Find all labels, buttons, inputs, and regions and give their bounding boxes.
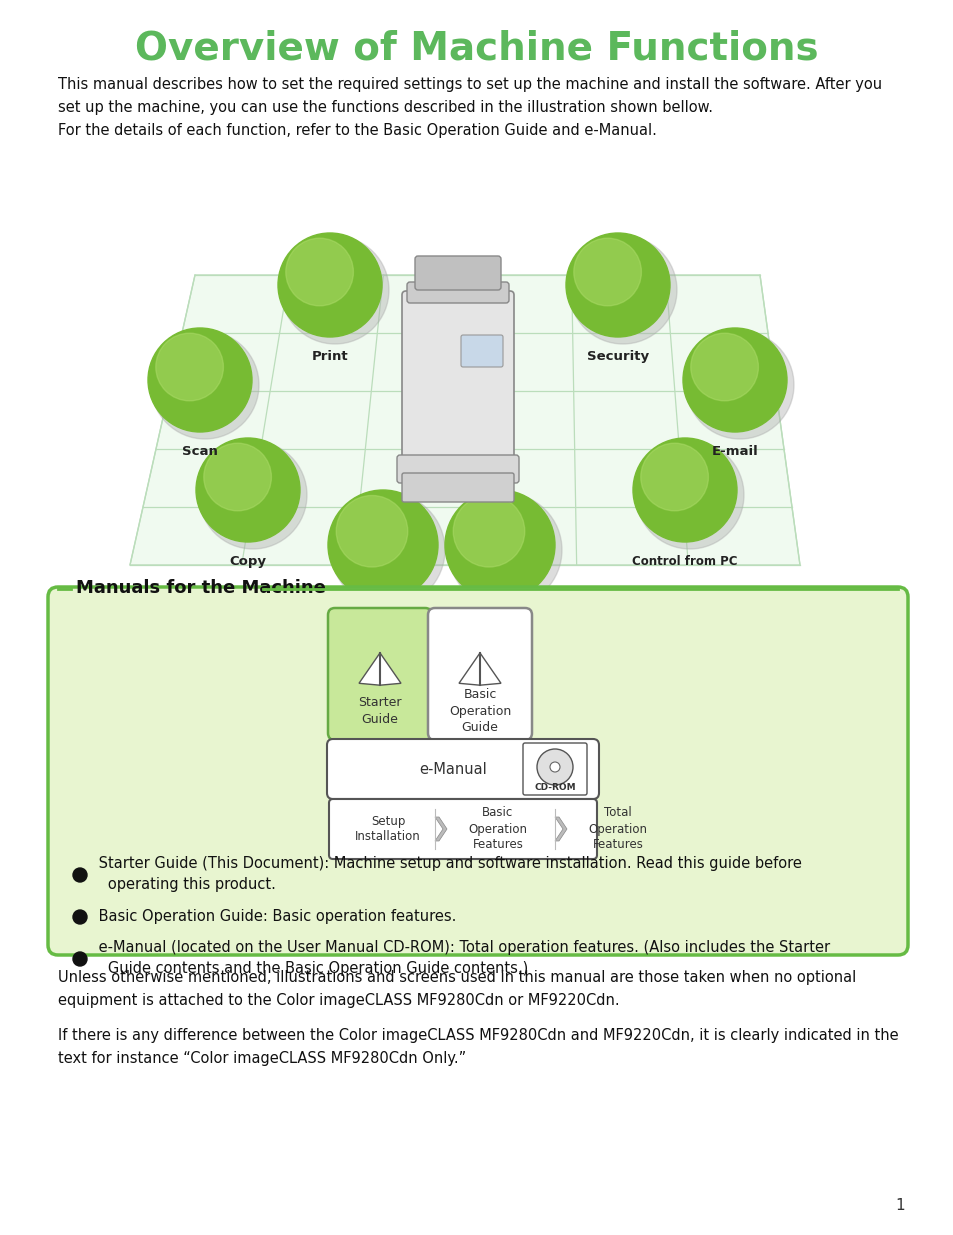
Text: Basic
Operation
Guide: Basic Operation Guide: [449, 688, 511, 734]
Circle shape: [204, 443, 271, 511]
Circle shape: [636, 441, 743, 550]
FancyBboxPatch shape: [329, 799, 597, 860]
Text: Control from PC: Control from PC: [632, 555, 737, 568]
Circle shape: [331, 493, 444, 606]
Circle shape: [453, 495, 524, 567]
FancyBboxPatch shape: [407, 282, 509, 303]
Text: Print: Print: [312, 350, 348, 363]
Circle shape: [277, 233, 381, 337]
Text: CD-ROM: CD-ROM: [534, 783, 576, 792]
Circle shape: [633, 438, 737, 542]
Text: E-mail: E-mail: [711, 445, 758, 458]
Text: Manuals for the Machine: Manuals for the Machine: [76, 579, 326, 597]
FancyBboxPatch shape: [401, 473, 514, 501]
FancyBboxPatch shape: [328, 608, 432, 740]
Circle shape: [155, 333, 223, 401]
Circle shape: [151, 331, 258, 438]
Circle shape: [448, 493, 561, 606]
Text: Unless otherwise mentioned, illustrations and screens used in this manual are th: Unless otherwise mentioned, illustration…: [58, 969, 856, 1008]
FancyBboxPatch shape: [522, 743, 586, 795]
Text: Security: Security: [586, 350, 648, 363]
Text: Copy: Copy: [230, 555, 266, 568]
FancyBboxPatch shape: [460, 335, 502, 367]
Polygon shape: [358, 653, 379, 685]
Circle shape: [444, 490, 555, 600]
Circle shape: [682, 329, 786, 432]
Text: Starter
Guide: Starter Guide: [358, 697, 401, 726]
Polygon shape: [458, 653, 479, 685]
FancyBboxPatch shape: [428, 608, 532, 740]
FancyBboxPatch shape: [327, 739, 598, 799]
FancyBboxPatch shape: [396, 454, 518, 483]
Text: Network: Network: [468, 613, 531, 626]
Circle shape: [640, 443, 708, 511]
Circle shape: [690, 333, 758, 401]
Text: Total
Operation
Features: Total Operation Features: [588, 806, 647, 851]
Circle shape: [199, 441, 307, 550]
Circle shape: [550, 762, 559, 772]
Circle shape: [568, 236, 677, 345]
Circle shape: [573, 238, 640, 306]
Text: Fax*: Fax*: [366, 613, 399, 626]
Circle shape: [286, 238, 353, 306]
FancyBboxPatch shape: [401, 291, 514, 469]
Circle shape: [537, 748, 573, 785]
Circle shape: [335, 495, 407, 567]
FancyBboxPatch shape: [48, 587, 907, 955]
Circle shape: [73, 868, 87, 882]
FancyBboxPatch shape: [415, 256, 500, 290]
Circle shape: [73, 910, 87, 924]
Circle shape: [685, 331, 793, 438]
Text: Basic Operation Guide: Basic operation features.: Basic Operation Guide: Basic operation f…: [94, 909, 456, 924]
Circle shape: [328, 490, 437, 600]
Polygon shape: [555, 818, 566, 841]
Text: Basic
Operation
Features: Basic Operation Features: [468, 806, 527, 851]
Text: Setup
Installation: Setup Installation: [355, 815, 420, 844]
Circle shape: [148, 329, 252, 432]
Text: e-Manual (located on the User Manual CD-ROM): Total operation features. (Also in: e-Manual (located on the User Manual CD-…: [94, 940, 829, 976]
Text: 1: 1: [894, 1198, 903, 1213]
Circle shape: [565, 233, 669, 337]
Polygon shape: [479, 653, 500, 685]
Circle shape: [195, 438, 299, 542]
Polygon shape: [379, 653, 400, 685]
Polygon shape: [435, 818, 447, 841]
Polygon shape: [130, 275, 800, 564]
Text: Scan: Scan: [182, 445, 217, 458]
Text: Starter Guide (This Document): Machine setup and software installation. Read thi: Starter Guide (This Document): Machine s…: [94, 856, 801, 892]
Circle shape: [281, 236, 389, 345]
Text: If there is any difference between the Color imageCLASS MF9280Cdn and MF9220Cdn,: If there is any difference between the C…: [58, 1028, 898, 1066]
Circle shape: [73, 952, 87, 966]
Text: Overview of Machine Functions: Overview of Machine Functions: [135, 30, 818, 68]
Text: e-Manual: e-Manual: [418, 762, 486, 777]
Text: This manual describes how to set the required settings to set up the machine and: This manual describes how to set the req…: [58, 77, 882, 137]
